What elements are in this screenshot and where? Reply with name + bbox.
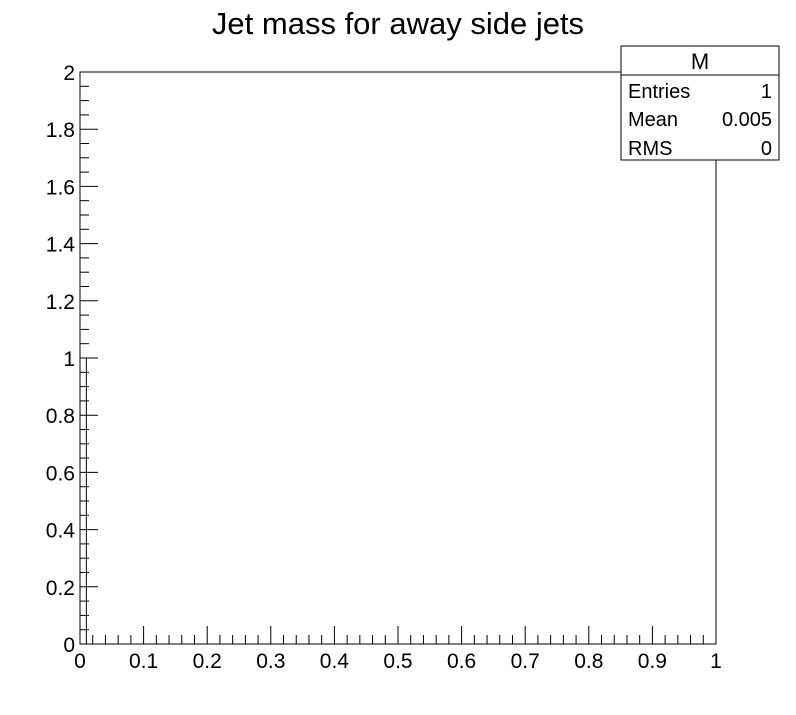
y-tick-label: 0.6 [46,462,75,485]
x-tick-label: 0.1 [129,650,158,673]
stats-box: M Entries 1 Mean 0.005 RMS 0 [620,45,780,161]
y-tick-label: 0.2 [46,577,75,600]
x-tick-label: 0.5 [383,650,412,673]
x-tick-label: 1 [710,650,722,673]
chart-title: Jet mass for away side jets [212,6,584,41]
x-tick-label: 0.2 [193,650,222,673]
stats-label-entries: Entries [628,81,690,103]
x-tick-label: 0 [74,650,86,673]
x-tick-label: 0.6 [447,650,476,673]
y-tick-label: 1 [63,348,75,371]
stats-label-mean: Mean [628,109,678,131]
stats-value-entries: 1 [761,81,772,103]
x-tick-label: 0.8 [574,650,603,673]
y-tick-label: 1.2 [46,291,75,314]
x-tick-label: 0.4 [320,650,350,673]
stats-value-rms: 0 [761,138,772,160]
x-tick-label: 0.7 [511,650,540,673]
tick-labels: 0 0.1 0.2 0.3 0.4 0.5 0.6 0.7 0.8 0.9 1 0 0.2 0.4 0.6 0… [46,62,722,673]
y-tick-label: 1.8 [46,119,75,142]
stats-label-rms: RMS [628,138,672,160]
y-tick-label: 0.8 [46,405,75,428]
y-tick-label: 1.6 [46,176,75,199]
stats-box-name: M [691,49,709,74]
plot-frame [79,71,717,645]
x-tick-label: 0.9 [638,650,667,673]
y-tick-label: 0.4 [46,520,76,543]
stats-value-mean: 0.005 [722,109,772,131]
y-tick-label: 0 [63,634,75,657]
stats-box-frame [620,45,780,161]
y-tick-label: 2 [63,62,75,85]
x-tick-label: 0.3 [256,650,285,673]
y-tick-label: 1.4 [46,234,76,257]
